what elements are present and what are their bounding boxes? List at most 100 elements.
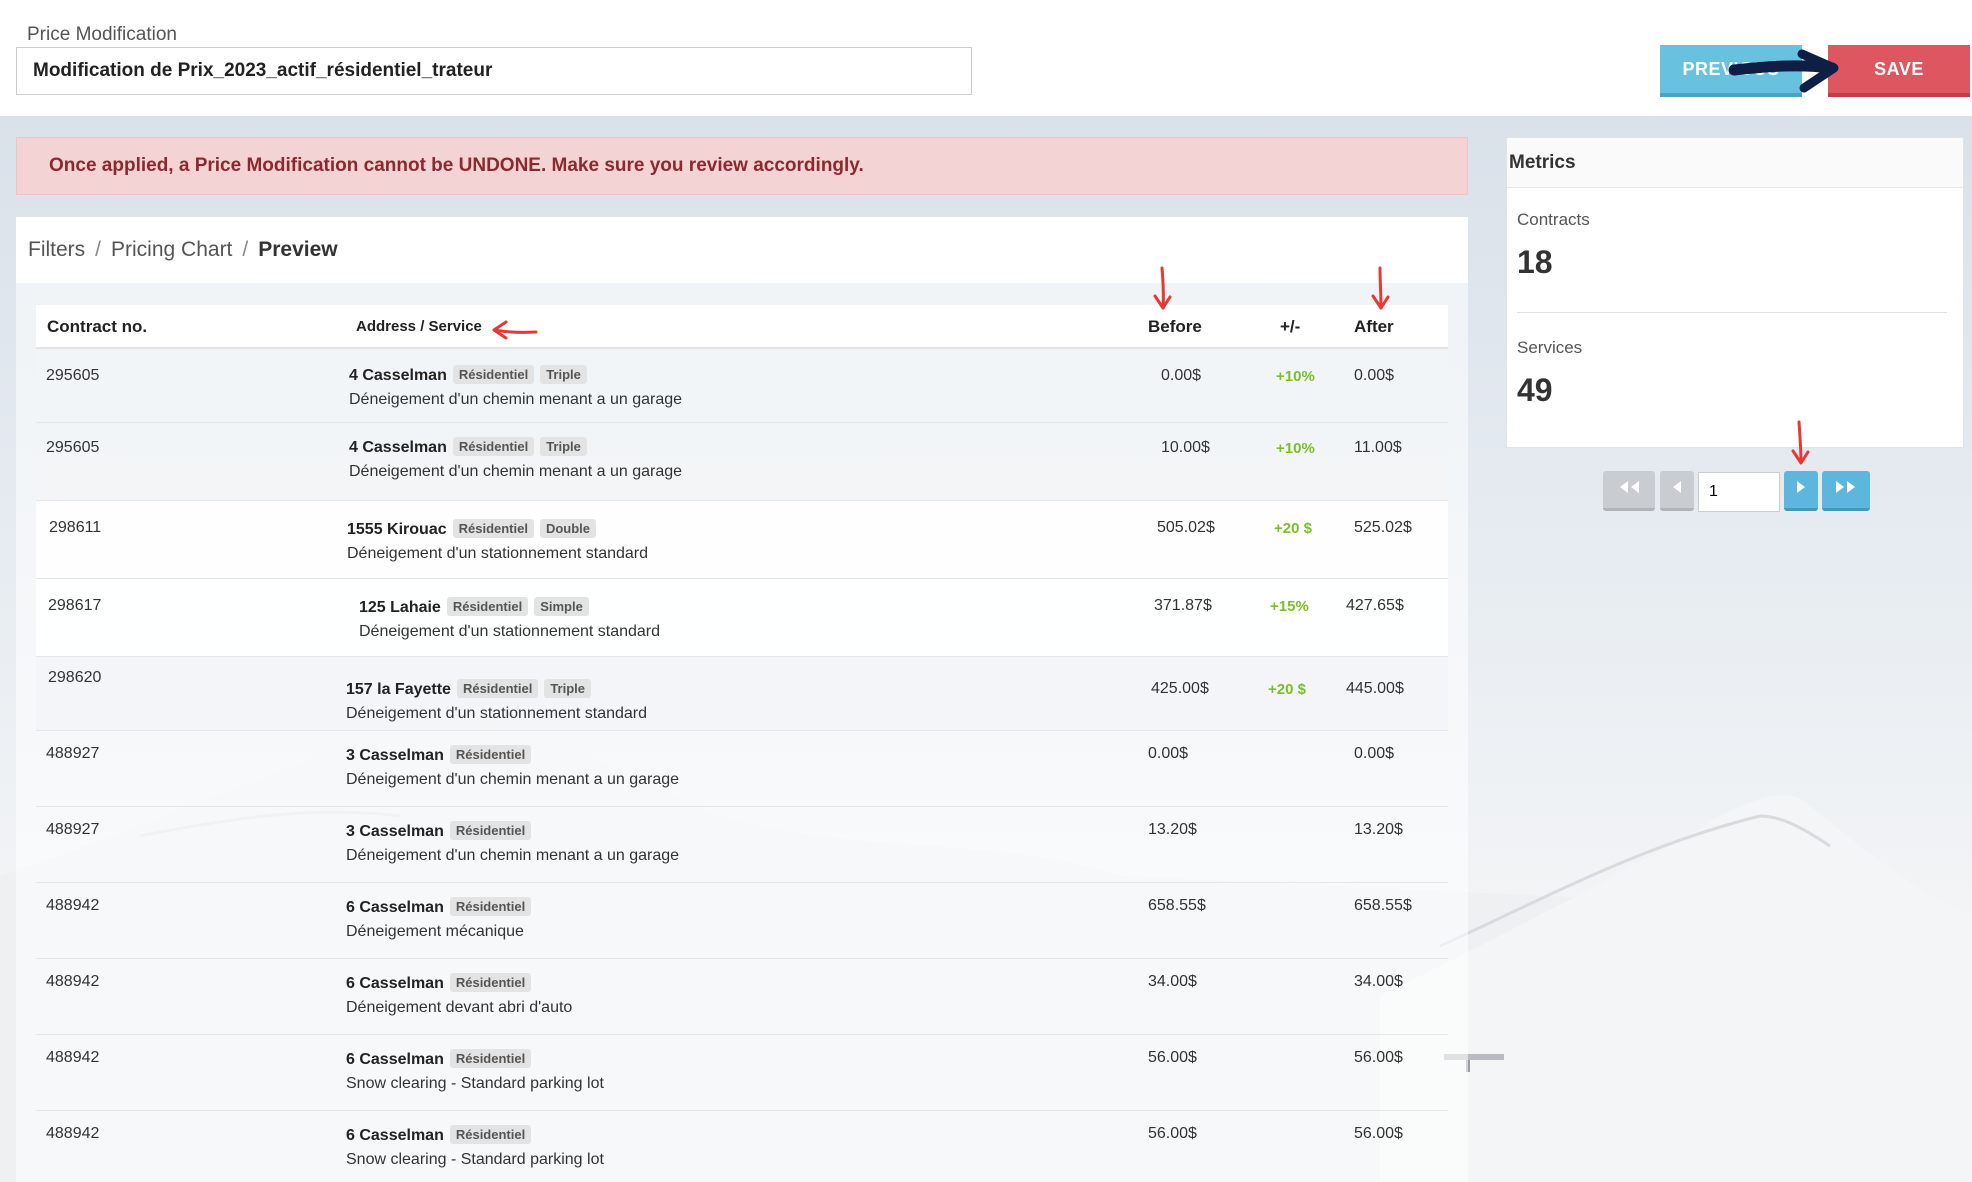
price-before: 0.00$ [1148, 745, 1189, 762]
address: 6 Casselman [346, 975, 444, 992]
service-description: Déneigement d'un chemin menant a un gara… [346, 771, 680, 788]
price-delta: +15% [1270, 598, 1309, 615]
services-metric: Services 49 [1517, 338, 1947, 409]
table-row: 298617 125 Lahaie Résidentiel Simple Dénei… [36, 579, 1448, 657]
service-description: Déneigement mécanique [346, 923, 524, 940]
price-after: 525.02$ [1354, 519, 1412, 536]
breadcrumb: Filters / Pricing Chart / Preview [16, 217, 1468, 283]
price-modification-name-input[interactable] [16, 47, 972, 95]
service-description: Déneigement d'un chemin menant a un gara… [349, 463, 683, 480]
address: 6 Casselman [346, 899, 444, 916]
price-after: 34.00$ [1354, 973, 1403, 990]
table-row: 298620 157 la Fayette Résidentiel Triple D… [36, 657, 1448, 731]
previous-button[interactable]: PREVIOUS [1660, 45, 1802, 97]
undo-warning-alert: Once applied, a Price Modification canno… [16, 137, 1468, 195]
services-label: Services [1517, 338, 1583, 357]
price-before: 34.00$ [1148, 973, 1197, 990]
service-description: Déneigement devant abri d'auto [346, 999, 573, 1016]
contract-number: 488942 [46, 897, 100, 914]
price-after: 13.20$ [1354, 821, 1403, 838]
address-service-cell: 157 la Fayette Résidentiel Triple Déneigem… [346, 679, 647, 723]
breadcrumb-pricing-chart[interactable]: Pricing Chart [111, 238, 233, 261]
price-after: 427.65$ [1346, 597, 1404, 614]
tag-building-type: Simple [534, 597, 589, 616]
contract-number: 488927 [46, 745, 100, 762]
previous-page-button[interactable] [1660, 471, 1694, 511]
address-service-cell: 4 Casselman Résidentiel Triple Déneigement… [349, 365, 682, 409]
address: 3 Casselman [346, 747, 444, 764]
tag-building-type: Triple [540, 437, 587, 456]
service-description: Déneigement d'un stationnement standard [359, 623, 661, 640]
tag-residentiel: Résidentiel [452, 519, 534, 538]
address-service-cell: 6 Casselman Résidentiel Déneigement mécan… [346, 897, 532, 941]
contract-number: 298611 [49, 519, 102, 536]
price-delta: +10% [1276, 440, 1315, 457]
price-modification-label: Price Modification [27, 24, 177, 45]
tag-residentiel: Résidentiel [446, 597, 529, 616]
save-button[interactable]: SAVE [1828, 45, 1970, 97]
breadcrumb-separator: / [242, 238, 249, 261]
header-after: After [1354, 317, 1394, 336]
price-before: 13.20$ [1148, 821, 1197, 838]
address: 157 la Fayette [346, 681, 451, 698]
metrics-panel: Metrics Contracts 18 Services 49 [1506, 137, 1964, 448]
next-page-button[interactable] [1784, 471, 1818, 511]
contract-number: 295605 [46, 439, 100, 456]
price-before: 371.87$ [1154, 597, 1212, 614]
contract-number: 488942 [46, 1049, 100, 1066]
contract-number: 295605 [46, 367, 100, 384]
service-description: Snow clearing - Standard parking lot [346, 1075, 604, 1092]
tag-building-type: Triple [540, 365, 587, 384]
tag-residentiel: Résidentiel [456, 679, 539, 698]
address: 1555 Kirouac [347, 521, 447, 538]
tag-residentiel: Résidentiel [449, 821, 532, 840]
price-after: 0.00$ [1354, 745, 1395, 762]
table-row: 295605 4 Casselman Résidentiel Triple Déne… [36, 351, 1448, 423]
breadcrumb-filters[interactable]: Filters [28, 238, 86, 261]
breadcrumb-separator: / [95, 238, 102, 261]
price-after: 445.00$ [1346, 680, 1404, 697]
price-delta: +10% [1276, 368, 1315, 385]
price-after: 11.00$ [1354, 439, 1402, 456]
chevron-right-icon [1797, 481, 1805, 493]
price-after: 56.00$ [1354, 1049, 1403, 1066]
table-row: 488927 3 Casselman Résidentiel Déneigemen… [36, 731, 1448, 807]
preview-panel: Filters / Pricing Chart / Preview Contract n… [16, 217, 1468, 1182]
table-row: 298611 1555 Kirouac Résidentiel Double Dén… [36, 501, 1448, 579]
contract-number: 298620 [48, 669, 102, 686]
header-delta: +/- [1280, 317, 1301, 336]
metrics-divider [1517, 312, 1947, 313]
address-service-cell: 4 Casselman Résidentiel Triple Déneigement… [349, 437, 682, 481]
double-chevron-right-icon [1836, 481, 1855, 493]
price-before: 425.00$ [1151, 680, 1209, 697]
tag-residentiel: Résidentiel [452, 365, 535, 384]
page-number-input[interactable] [1698, 472, 1780, 512]
tag-residentiel: Résidentiel [449, 897, 532, 916]
last-page-button[interactable] [1822, 471, 1870, 511]
table-row: 488927 3 Casselman Résidentiel Déneigemen… [36, 807, 1448, 883]
chevron-left-icon [1673, 481, 1681, 493]
tag-residentiel: Résidentiel [449, 1125, 532, 1144]
address-service-cell: 6 Casselman Résidentiel Déneigement devan… [346, 973, 572, 1017]
table-row: 488942 6 Casselman Résidentiel Snow clear… [36, 1111, 1448, 1182]
address: 125 Lahaie [359, 599, 441, 616]
address: 3 Casselman [346, 823, 444, 840]
address: 4 Casselman [349, 367, 447, 384]
price-before: 56.00$ [1148, 1049, 1197, 1066]
first-page-button[interactable] [1603, 471, 1655, 511]
services-value: 49 [1517, 372, 1553, 408]
contracts-value: 18 [1517, 244, 1553, 280]
contract-number: 488942 [46, 1125, 100, 1142]
contract-number: 488927 [46, 821, 100, 838]
address: 6 Casselman [346, 1127, 444, 1144]
metrics-title: Metrics [1507, 138, 1963, 188]
address: 4 Casselman [349, 439, 447, 456]
contracts-label: Contracts [1517, 210, 1590, 229]
tag-building-type: Double [539, 519, 597, 538]
service-description: Déneigement d'un chemin menant a un gara… [346, 847, 680, 864]
price-after: 0.00$ [1354, 367, 1395, 384]
tag-residentiel: Résidentiel [449, 973, 532, 992]
address-service-cell: 3 Casselman Résidentiel Déneigement d'un … [346, 745, 679, 789]
tag-building-type: Triple [544, 679, 591, 698]
price-delta: +20 $ [1268, 681, 1306, 698]
